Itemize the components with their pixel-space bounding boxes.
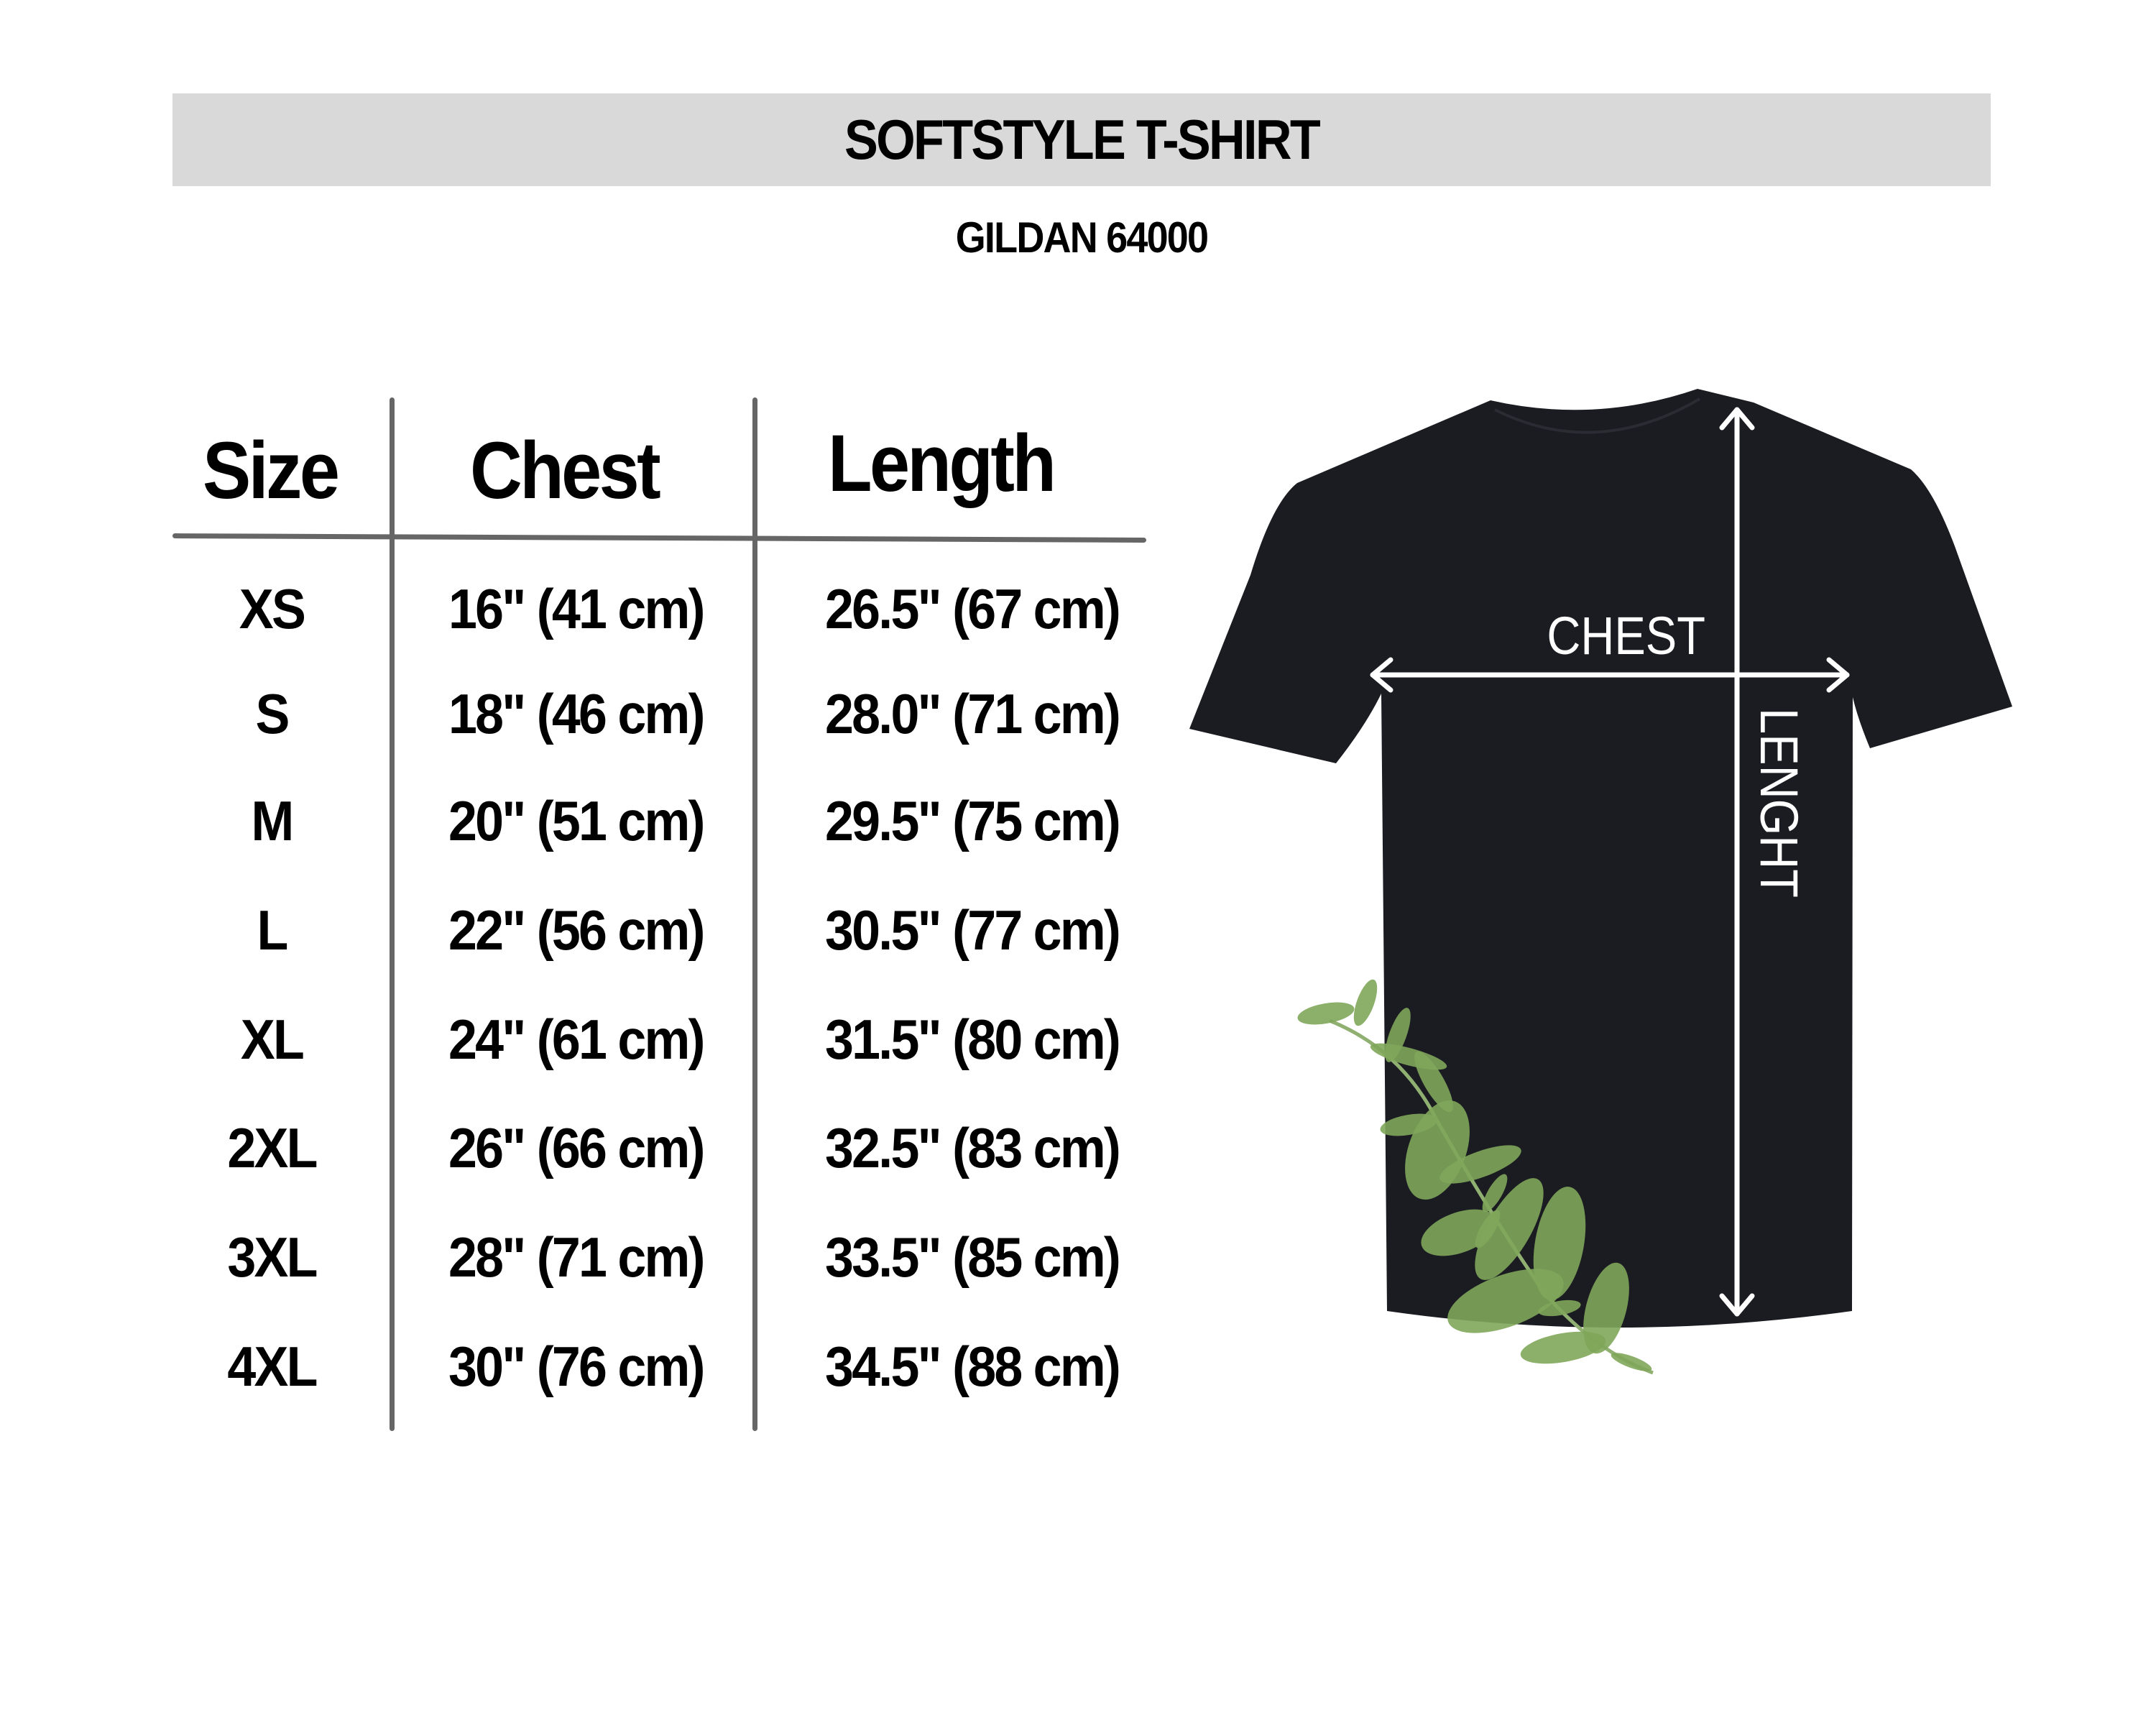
cell-chest: 30" (76 cm) xyxy=(448,1335,705,1398)
collar-seam xyxy=(1494,397,1701,434)
cell-chest: 28" (71 cm) xyxy=(448,1225,705,1289)
cell-length: 30.5" (77 cm) xyxy=(825,898,1121,962)
leaf xyxy=(1414,1051,1453,1113)
leaf xyxy=(1353,979,1378,1026)
leaf xyxy=(1439,1145,1521,1184)
cell-length: 32.5" (83 cm) xyxy=(825,1116,1121,1179)
leaf xyxy=(1475,1178,1544,1280)
tshirt-shape xyxy=(1189,389,2012,1328)
cell-size: XL xyxy=(240,1008,305,1071)
header-size: Size xyxy=(203,426,340,515)
cell-chest: 16" (41 cm) xyxy=(448,577,705,640)
leaf xyxy=(1583,1262,1629,1354)
chest-arrow-left-head xyxy=(1370,657,1393,693)
cell-size: 3XL xyxy=(227,1225,318,1289)
header-length: Length xyxy=(828,418,1056,508)
cell-chest: 18" (46 cm) xyxy=(448,682,705,745)
leaf xyxy=(1447,1269,1564,1333)
column-divider xyxy=(752,397,757,1431)
header-chest: Chest xyxy=(470,426,661,515)
cell-chest: 20" (51 cm) xyxy=(448,789,705,852)
column-divider xyxy=(390,397,395,1431)
page-subtitle: GILDAN 64000 xyxy=(955,213,1209,262)
title-bar: SOFTSTYLE T-SHIRT xyxy=(172,93,1991,186)
cell-length: 31.5" (80 cm) xyxy=(825,1008,1121,1071)
cell-chest: 26" (66 cm) xyxy=(448,1116,705,1179)
leaf xyxy=(1520,1331,1606,1364)
cell-size: 2XL xyxy=(227,1116,318,1179)
cell-size: S xyxy=(255,682,290,745)
length-arrow-top-head xyxy=(1719,407,1755,431)
length-arrow-bottom-head xyxy=(1719,1293,1755,1317)
length-label: LENGHT xyxy=(1749,708,1809,898)
cell-size: L xyxy=(257,898,288,962)
page-title: SOFTSTYLE T-SHIRT xyxy=(844,108,1321,171)
cell-length: 26.5" (67 cm) xyxy=(825,577,1121,640)
cell-chest: 22" (56 cm) xyxy=(448,898,705,962)
cell-length: 28.0" (71 cm) xyxy=(825,682,1121,745)
leaf xyxy=(1297,1002,1355,1025)
cell-size: 4XL xyxy=(227,1335,318,1398)
cell-chest: 24" (61 cm) xyxy=(448,1008,705,1071)
cell-size: XS xyxy=(239,577,306,640)
cell-size: M xyxy=(251,789,294,852)
leaf xyxy=(1538,1300,1581,1317)
chest-label: CHEST xyxy=(1547,606,1705,666)
cell-length: 34.5" (88 cm) xyxy=(825,1335,1121,1398)
leaf xyxy=(1482,1174,1508,1213)
cell-length: 29.5" (75 cm) xyxy=(825,789,1121,852)
chest-arrow-right-head xyxy=(1826,657,1850,693)
leaf-branch-icon xyxy=(1297,979,1654,1375)
cell-length: 33.5" (85 cm) xyxy=(825,1225,1121,1289)
leaf xyxy=(1611,1353,1652,1371)
